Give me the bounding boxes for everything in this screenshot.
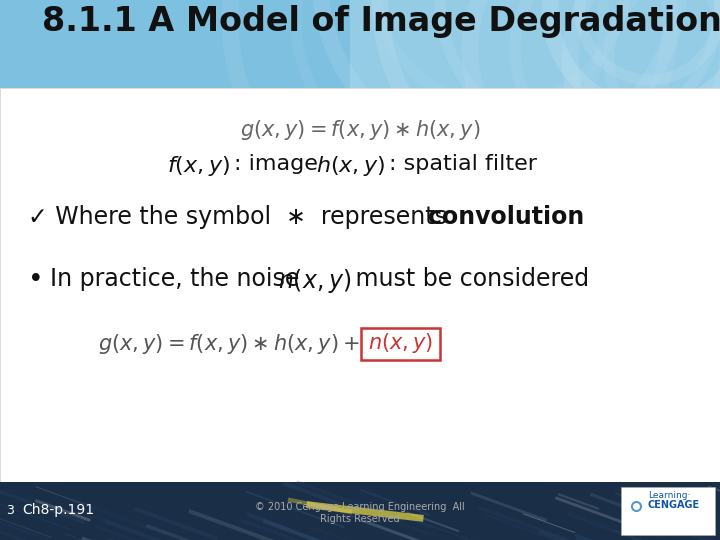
Text: $h(x, y)$: $h(x, y)$ [316, 154, 385, 178]
Text: $g(x, y) = f(x, y) \ast h(x, y) + $: $g(x, y) = f(x, y) \ast h(x, y) + $ [99, 332, 360, 356]
Text: Learning·: Learning· [648, 491, 690, 500]
Text: $f(x, y)$: $f(x, y)$ [167, 154, 230, 178]
Text: 8.1.1 A Model of Image Degradation: 8.1.1 A Model of Image Degradation [42, 5, 720, 38]
FancyBboxPatch shape [621, 487, 715, 535]
Text: : image: : image [234, 154, 318, 174]
Text: must be considered: must be considered [348, 267, 589, 291]
Text: $n(x, y)$: $n(x, y)$ [278, 267, 351, 295]
FancyBboxPatch shape [0, 482, 720, 540]
FancyBboxPatch shape [361, 328, 440, 360]
Text: Ch8-p.191: Ch8-p.191 [22, 503, 94, 517]
Text: •: • [28, 267, 44, 293]
Text: : spatial filter: : spatial filter [389, 154, 537, 174]
Text: 3: 3 [6, 503, 14, 516]
Text: convolution: convolution [428, 205, 584, 229]
FancyBboxPatch shape [0, 88, 720, 482]
FancyBboxPatch shape [0, 0, 720, 88]
Text: In practice, the noise: In practice, the noise [50, 267, 307, 291]
Text: $g(x, y) = f(x, y) \ast h(x, y)$: $g(x, y) = f(x, y) \ast h(x, y)$ [240, 118, 480, 142]
Text: © 2010 Cengage Learning Engineering  All
Rights Reserved: © 2010 Cengage Learning Engineering All … [255, 502, 465, 524]
Text: CENGAGE: CENGAGE [648, 500, 700, 510]
Text: ✓ Where the symbol  ∗  represents: ✓ Where the symbol ∗ represents [28, 205, 454, 229]
FancyBboxPatch shape [350, 0, 720, 88]
Text: $n(x, y)$: $n(x, y)$ [368, 331, 433, 355]
